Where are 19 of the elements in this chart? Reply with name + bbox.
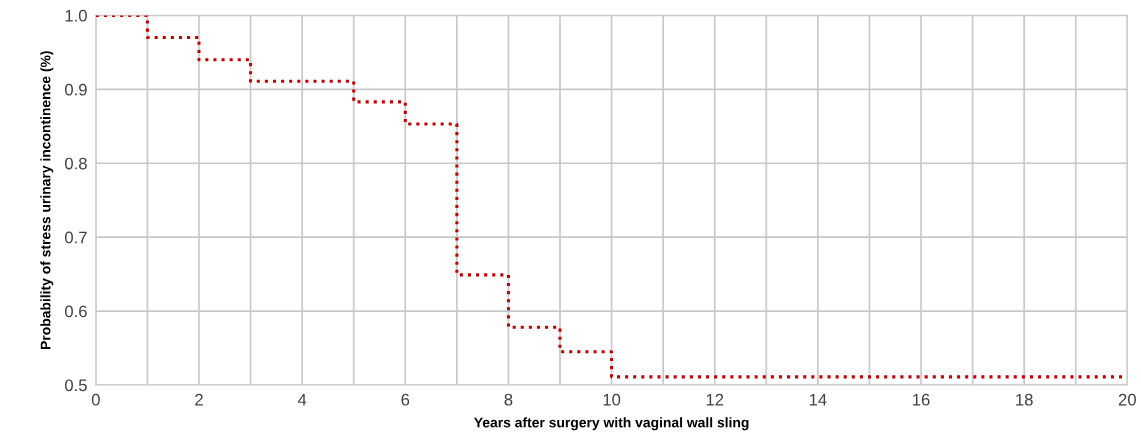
x-axis-title: Years after surgery with vaginal wall sling xyxy=(474,417,749,431)
y-tick-label: 0.6 xyxy=(65,305,87,318)
x-tick-label: 2 xyxy=(195,393,203,406)
y-tick-label: 1.0 xyxy=(65,9,87,22)
x-tick-label: 8 xyxy=(504,393,513,406)
x-tick-label: 6 xyxy=(401,393,410,406)
x-tick-label: 0 xyxy=(91,393,100,406)
y-tick-label: 0.7 xyxy=(65,231,87,244)
x-tick-label: 18 xyxy=(1016,393,1033,406)
y-axis-title: Probability of stress urinary incontinence (%) xyxy=(40,51,54,349)
x-tick-label: 4 xyxy=(297,393,307,406)
x-tick-label: 12 xyxy=(706,393,724,406)
x-tick-label: 20 xyxy=(1118,393,1136,406)
x-tick-label: 10 xyxy=(603,393,621,406)
y-tick-label: 0.8 xyxy=(65,157,87,170)
y-tick-label: 0.9 xyxy=(65,83,87,96)
x-tick-label: 14 xyxy=(809,393,827,406)
y-tick-label: 0.5 xyxy=(65,379,87,392)
x-tick-label: 16 xyxy=(913,393,930,406)
